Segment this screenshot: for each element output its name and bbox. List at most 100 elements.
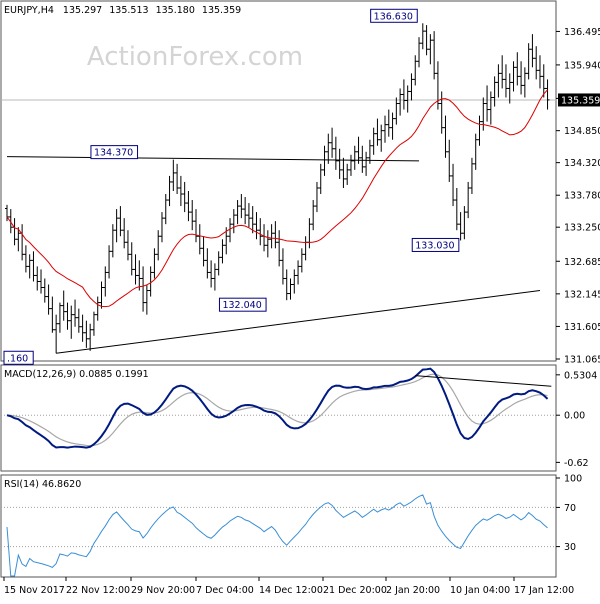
current-price-label: 135.359 <box>561 95 600 106</box>
ohlc-bar <box>16 227 21 252</box>
ohlc-bar <box>167 175 172 207</box>
ohlc-bar <box>466 181 471 219</box>
ohlc-bar <box>171 159 176 191</box>
ohlc-bar <box>27 254 32 279</box>
ohlc-bar <box>515 52 520 86</box>
ohlc-bar <box>231 209 236 234</box>
macd-tick-label: -0.62 <box>564 458 589 469</box>
ohlc-bar <box>65 302 70 330</box>
ohlc-bar <box>178 175 183 207</box>
price-annotation-box <box>3 350 34 365</box>
low-value: 135.180 <box>156 5 195 16</box>
ohlc-bar <box>46 284 51 315</box>
ohlc-bar <box>277 230 282 267</box>
ohlc-bar <box>144 284 149 315</box>
price-annotation-label: 134.370 <box>94 148 133 159</box>
high-value: 135.513 <box>109 5 148 16</box>
ohlc-bar <box>534 46 539 80</box>
watermark: ActionForex.com <box>87 42 303 72</box>
ohlc-bar <box>220 239 225 264</box>
price-bars <box>5 23 550 354</box>
ohlc-bar <box>473 133 478 170</box>
ohlc-bar <box>405 85 410 113</box>
ohlc-bar <box>156 230 161 261</box>
price-annotation-label: 136.630 <box>374 11 413 22</box>
ohlc-bar <box>360 145 365 173</box>
ohlc-bar <box>458 212 463 241</box>
ohlc-bar <box>8 209 13 234</box>
ohlc-bar <box>228 218 233 243</box>
ohlc-bar <box>333 136 338 170</box>
ohlc-bar <box>341 157 346 188</box>
ohlc-bar <box>447 139 452 182</box>
time-tick-label: 7 Dec 04:00 <box>196 585 254 596</box>
ohlc-bar <box>57 302 62 333</box>
ohlc-bar <box>345 163 350 185</box>
price-trendline <box>56 290 541 354</box>
ohlc-bar <box>35 266 40 291</box>
ohlc-bar <box>246 203 251 228</box>
ohlc-bar <box>73 299 78 327</box>
ohlc-bar <box>212 263 217 291</box>
ohlc-bar <box>69 305 74 339</box>
ohlc-bar <box>114 209 119 243</box>
ohlc-bar <box>148 266 153 297</box>
macd-trendline <box>415 375 552 387</box>
ohlc-bar <box>326 133 331 164</box>
time-tick-label: 22 Nov 12:00 <box>66 585 130 596</box>
price-annotation-box <box>90 145 139 160</box>
ohlc-bar <box>522 67 527 98</box>
price-annotation-box <box>370 8 418 23</box>
ohlc-bar <box>103 266 108 297</box>
ohlc-bar <box>537 55 542 89</box>
price-annotation: .160 <box>3 350 34 365</box>
ohlc-bar <box>99 281 104 309</box>
ohlc-bar <box>398 88 403 116</box>
macd-line <box>6 367 549 449</box>
macd-tick-label: 0.00 <box>564 411 585 422</box>
price-annotations: 136.630 134.370 133.030 132.040 .160 <box>3 8 460 365</box>
ohlc-bar <box>371 127 376 155</box>
ohlc-bar <box>330 127 335 158</box>
macd-tick-label: 0.5304 <box>564 370 597 381</box>
price-annotation-label: .160 <box>7 353 28 364</box>
ohlc-bar <box>511 61 516 92</box>
rsi-panel-frame <box>0 474 557 578</box>
ohlc-bar <box>110 224 115 258</box>
ohlc-bar <box>269 224 274 249</box>
time-tick-label: 15 Nov 2017 <box>4 585 65 596</box>
ohlc-bar <box>394 97 399 125</box>
time-axis: 15 Nov 2017 22 Nov 12:00 29 Nov 20:00 7 Dec… <box>3 577 574 596</box>
price-axis: 136.495135.940135.385134.850134.320133.7… <box>556 27 600 366</box>
ohlc-bar <box>420 23 425 50</box>
ohlc-bar <box>159 212 164 243</box>
price-annotation: 134.370 <box>90 145 139 160</box>
macd-plot: 0.5304 0.00 -0.62 <box>1 367 597 469</box>
ohlc-bar <box>443 115 448 158</box>
ohlc-bar <box>76 308 81 333</box>
moving-average-line <box>6 89 548 308</box>
ohlc-bar <box>318 163 323 195</box>
ohlc-bar <box>428 34 433 65</box>
price-tick-label: 134.320 <box>564 158 600 169</box>
ohlc-bar <box>84 320 89 348</box>
ohlc-bar <box>209 260 214 288</box>
price-annotation: 136.630 <box>370 8 418 23</box>
rsi-tick-label: 70 <box>564 503 576 514</box>
ohlc-bar <box>216 251 221 276</box>
price-tick-label: 133.780 <box>564 191 600 202</box>
ohlc-bar <box>175 163 180 195</box>
ohlc-bar <box>500 55 505 89</box>
ohlc-bar <box>254 212 259 240</box>
ohlc-bar <box>122 218 127 249</box>
ohlc-bar <box>88 323 93 351</box>
ohlc-bar <box>481 97 486 131</box>
rsi-plot: 100 70 30 <box>1 474 582 577</box>
symbol-label: EURJPY,H4 <box>4 5 54 16</box>
price-tick-label: 136.495 <box>564 27 600 38</box>
price-tick-label: 133.250 <box>564 223 600 234</box>
ohlc-bar <box>201 236 206 267</box>
ohlc-bar <box>348 154 353 176</box>
ohlc-bar <box>507 73 512 104</box>
